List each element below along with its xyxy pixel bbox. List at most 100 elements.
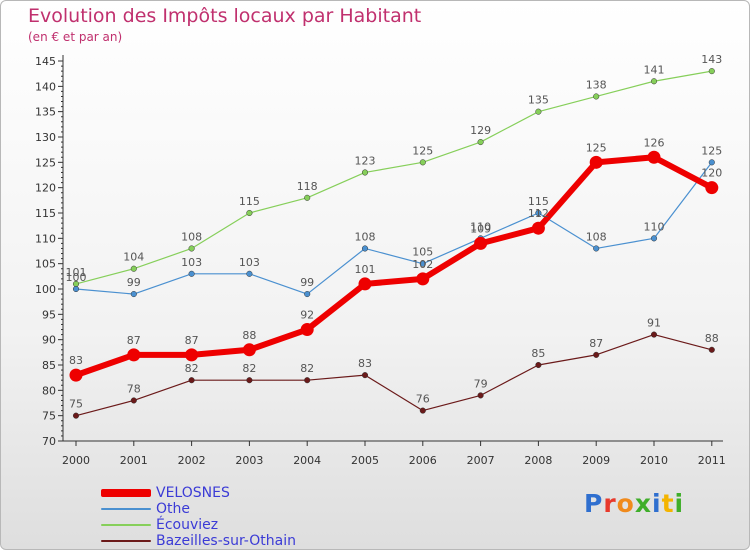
x-tick-label: 2007 — [467, 454, 495, 467]
y-tick-label: 130 — [35, 131, 56, 144]
data-label: 125 — [586, 141, 607, 154]
data-label: 87 — [185, 334, 199, 347]
data-label: 109 — [470, 222, 491, 235]
data-point — [708, 346, 715, 353]
x-tick-label: 2008 — [524, 454, 552, 467]
y-tick-label: 135 — [35, 106, 56, 119]
y-tick-label: 140 — [35, 80, 56, 93]
logo-letter: r — [603, 489, 617, 518]
data-label: 135 — [528, 94, 549, 107]
data-label: 82 — [300, 362, 314, 375]
x-tick-label: 2002 — [178, 454, 206, 467]
data-label: 125 — [412, 144, 433, 157]
data-point — [416, 272, 430, 286]
data-point — [130, 265, 137, 272]
data-point — [535, 361, 542, 369]
logo-letter: P — [584, 489, 604, 518]
data-label: 87 — [589, 337, 603, 350]
data-point — [304, 194, 311, 201]
data-label: 83 — [69, 354, 83, 367]
x-tick-label: 2011 — [698, 454, 726, 467]
data-label: 141 — [644, 63, 665, 76]
x-tick-label: 2005 — [351, 454, 379, 467]
data-point — [535, 209, 542, 217]
data-label: 88 — [242, 329, 256, 342]
proxiti-logo: Proxiti — [584, 489, 684, 518]
data-label: 123 — [355, 154, 376, 167]
data-point — [72, 412, 80, 419]
data-point — [127, 348, 141, 362]
data-label: 108 — [355, 230, 376, 243]
data-label: 126 — [644, 136, 665, 149]
legend-label: Othe — [156, 501, 190, 517]
y-tick-label: 145 — [35, 55, 56, 68]
legend-swatch — [101, 524, 151, 526]
data-point — [188, 270, 195, 277]
data-point — [419, 407, 426, 414]
data-label: 76 — [416, 393, 430, 406]
y-tick-label: 80 — [42, 384, 56, 397]
x-tick-label: 2003 — [235, 454, 263, 467]
data-point — [650, 331, 658, 338]
data-label: 143 — [701, 53, 722, 66]
data-point — [300, 323, 314, 337]
data-label: 99 — [127, 276, 141, 289]
data-point — [361, 245, 369, 252]
data-point — [705, 181, 719, 195]
series-line — [73, 154, 715, 379]
y-tick-label: 100 — [35, 283, 56, 296]
data-point — [242, 343, 256, 357]
data-point — [593, 351, 600, 358]
data-point — [708, 159, 715, 166]
data-point — [361, 372, 369, 379]
data-point — [130, 397, 137, 404]
data-point — [304, 377, 311, 384]
y-tick-label: 70 — [42, 435, 56, 448]
data-label: 105 — [412, 246, 433, 259]
data-point — [69, 368, 83, 382]
data-label: 110 — [470, 220, 491, 233]
data-label: 85 — [531, 347, 545, 360]
legend-swatch — [101, 508, 151, 510]
series-line — [75, 161, 713, 295]
data-label: 115 — [528, 195, 549, 208]
logo-letter: t — [661, 489, 675, 518]
series-line — [75, 70, 713, 285]
data-label: 88 — [705, 332, 719, 345]
y-tick-label: 90 — [42, 334, 56, 347]
data-point — [185, 348, 199, 362]
data-point — [419, 260, 426, 267]
y-tick-label: 85 — [42, 359, 56, 372]
data-point — [474, 236, 488, 250]
data-label: 103 — [239, 256, 260, 269]
data-point — [72, 285, 80, 293]
logo-letter: i — [674, 489, 685, 518]
legend-swatch — [101, 540, 151, 542]
chart-subtitle: (en € et par an) — [28, 30, 123, 44]
logo-letter: i — [652, 489, 662, 518]
data-point — [708, 68, 715, 75]
data-label: 101 — [66, 266, 87, 279]
data-label: 118 — [297, 180, 318, 193]
data-label: 138 — [586, 78, 607, 91]
x-tick-label: 2006 — [409, 454, 437, 467]
data-label: 129 — [470, 124, 491, 137]
data-point — [358, 277, 372, 291]
data-label: 99 — [300, 276, 314, 289]
data-point — [650, 235, 658, 242]
x-tick-label: 2009 — [582, 454, 610, 467]
y-tick-label: 75 — [42, 410, 56, 423]
data-point — [535, 108, 542, 115]
data-label: 120 — [701, 167, 722, 180]
legend-label: Bazeilles-sur-Othain — [156, 533, 296, 549]
data-point — [589, 155, 603, 169]
data-point — [246, 209, 253, 217]
legend-label: Écouviez — [156, 517, 219, 533]
legend-swatch — [101, 489, 151, 497]
data-label: 108 — [181, 230, 202, 243]
legend-label: VELOSNES — [156, 485, 230, 501]
y-tick-label: 120 — [35, 182, 56, 195]
data-point — [650, 78, 658, 85]
